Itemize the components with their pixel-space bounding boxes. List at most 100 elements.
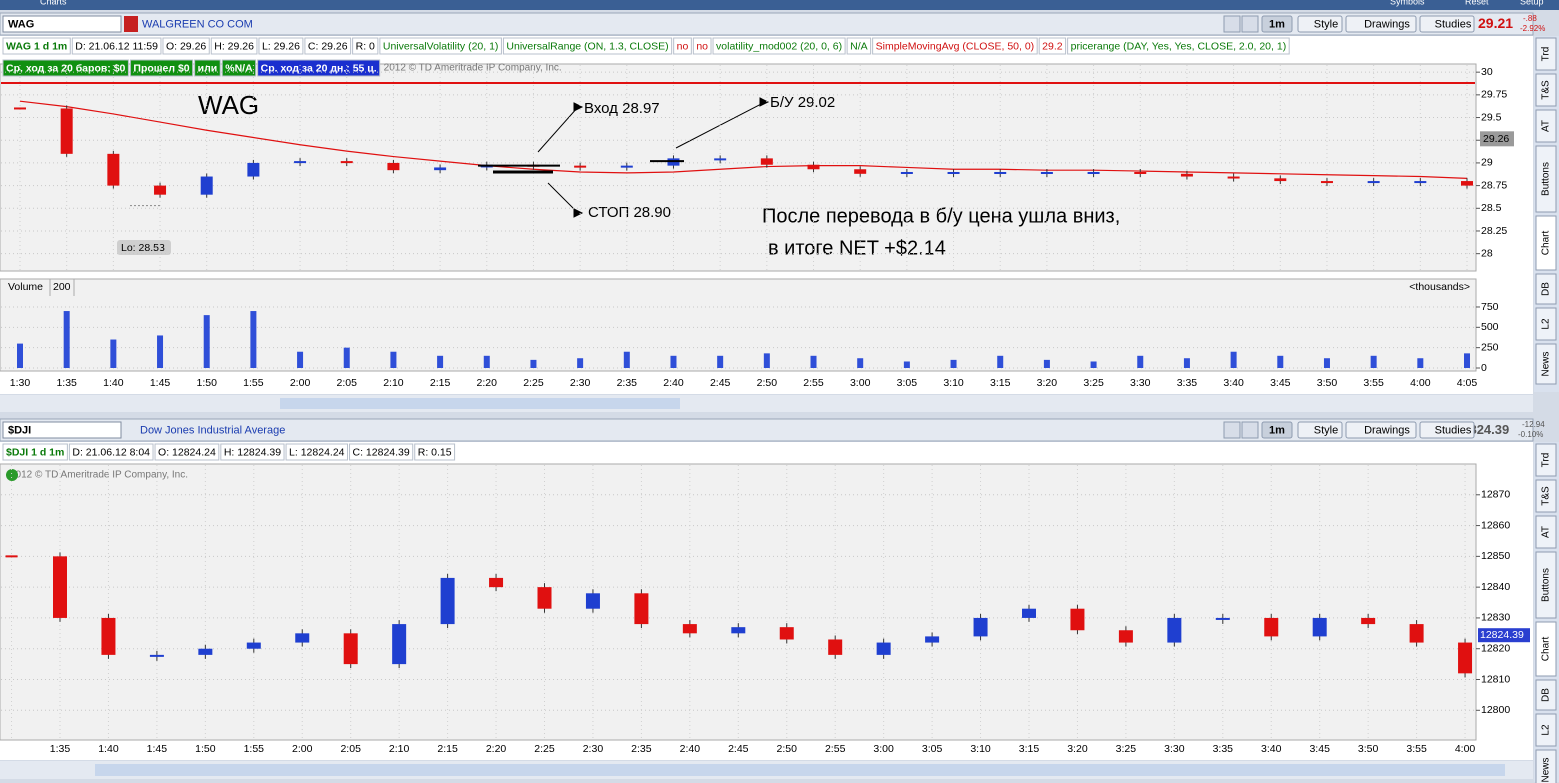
chart-symbol-label: WAG [198, 90, 259, 120]
volume-bar [250, 311, 257, 368]
side-tab-label[interactable]: News [1541, 757, 1552, 782]
top-tab[interactable]: Reset [1465, 0, 1489, 6]
info-chip-label: volatility_mod002 (20, 0, 6) [716, 40, 842, 52]
side-tab-label[interactable]: Chart [1541, 637, 1552, 662]
side-tab[interactable] [1535, 679, 1557, 711]
volume-bar [950, 359, 957, 368]
x-tick-label: 2:40 [680, 743, 701, 755]
toolbar-button-label[interactable]: Studies [1435, 18, 1472, 30]
candle [731, 627, 746, 634]
side-tab-label[interactable]: T&S [1541, 80, 1552, 100]
x-tick-label: 3:20 [1037, 377, 1058, 389]
side-tab[interactable] [1535, 621, 1557, 677]
toolbar-button[interactable] [1261, 421, 1293, 439]
side-tab-label[interactable]: L2 [1541, 724, 1552, 736]
side-tab-label[interactable]: Buttons [1541, 568, 1552, 602]
candle [1414, 181, 1427, 184]
side-tab[interactable] [1535, 713, 1557, 747]
y-tick-label: 12820 [1481, 643, 1510, 655]
symbol: WAG [8, 18, 34, 30]
candle [1274, 178, 1287, 182]
info-chip [846, 37, 872, 55]
side-tab[interactable] [1535, 109, 1557, 143]
side-tab-label[interactable]: Trd [1541, 47, 1552, 62]
side-tab-label[interactable]: News [1541, 351, 1552, 376]
toolbar-button-label[interactable]: Style [1314, 18, 1338, 30]
scrollbar[interactable] [0, 395, 1533, 412]
side-tab-label[interactable]: Trd [1541, 453, 1552, 468]
side-tab-label[interactable]: Buttons [1541, 162, 1552, 196]
symbol-box[interactable] [2, 15, 122, 33]
side-tab[interactable] [1535, 749, 1557, 783]
toolbar-button-label[interactable]: 1m [1269, 18, 1285, 30]
side-tab[interactable] [1535, 343, 1557, 385]
company: Dow Jones Industrial Average [140, 424, 285, 436]
side-tab-label[interactable]: AT [1541, 526, 1552, 538]
info-chip-label: или [198, 62, 218, 74]
toolbar-button-label[interactable]: Studies [1435, 424, 1472, 436]
side-tab[interactable] [1535, 73, 1557, 107]
tool-icon[interactable] [1241, 15, 1259, 33]
side-tab[interactable] [1535, 215, 1557, 271]
toolbar-button[interactable] [1261, 15, 1293, 33]
info-chip [1038, 37, 1067, 55]
scroll-thumb[interactable] [95, 764, 1505, 776]
side-tab[interactable] [1535, 551, 1557, 619]
side-tab-label[interactable]: Chart [1541, 231, 1552, 256]
side-tab-label[interactable]: DB [1541, 688, 1552, 702]
toolbar-button-label[interactable]: 1m [1269, 424, 1285, 436]
info-chip-label: Ср. ход за 20 баров: $0 [6, 62, 126, 74]
toolbar-button[interactable] [1345, 421, 1417, 439]
side-tab[interactable] [1535, 479, 1557, 513]
toolbar-button[interactable] [1419, 421, 1475, 439]
toolbar-button[interactable] [1297, 15, 1343, 33]
side-tab[interactable] [1535, 273, 1557, 305]
info-icon[interactable] [6, 469, 18, 481]
low-label: Lo: 28.53 [121, 242, 165, 254]
info-chip-label: L: 12824.24 [289, 446, 345, 458]
link-icon[interactable] [124, 16, 138, 32]
toolbar-button-label[interactable]: Drawings [1364, 18, 1410, 30]
tool-icon[interactable] [1241, 421, 1259, 439]
side-tab[interactable] [1535, 145, 1557, 213]
toolbar-button-label[interactable]: Style [1314, 424, 1338, 436]
info-chip-label: no [696, 40, 708, 52]
x-tick-label: 2:50 [777, 743, 798, 755]
tool-icon[interactable] [1223, 15, 1241, 33]
copyright: 2012 © TD Ameritrade IP Company, Inc. [384, 63, 562, 74]
x-tick-label: 3:25 [1083, 377, 1104, 389]
top-tab[interactable]: Symbols [1390, 0, 1425, 6]
x-tick-label: 3:10 [970, 743, 991, 755]
top-tab[interactable]: Setup [1520, 0, 1544, 6]
scroll-thumb[interactable] [280, 398, 680, 409]
side-tab-label[interactable]: L2 [1541, 318, 1552, 330]
toolbar-button-label[interactable]: Drawings [1364, 424, 1410, 436]
top-tab[interactable]: Charts [40, 0, 67, 6]
side-tab[interactable] [1535, 515, 1557, 549]
toolbar-button[interactable] [1345, 15, 1417, 33]
side-tab[interactable] [1535, 443, 1557, 477]
tool-icon[interactable] [1223, 421, 1241, 439]
y-tick-label: 500 [1481, 321, 1499, 333]
volume-bar [857, 358, 864, 368]
side-tab[interactable] [1535, 307, 1557, 341]
symbol-box[interactable] [2, 421, 122, 439]
info-chip-label: D: 21.06.12 11:59 [75, 40, 158, 52]
candle [925, 636, 940, 643]
side-tab-label[interactable]: T&S [1541, 486, 1552, 506]
candle [1070, 608, 1085, 631]
info-chip [2, 443, 68, 461]
candle [53, 556, 67, 618]
candle [247, 162, 260, 177]
x-tick-label: 2:10 [383, 377, 404, 389]
x-tick-label: 3:15 [990, 377, 1011, 389]
toolbar-button[interactable] [1297, 421, 1343, 439]
side-tab-label[interactable]: DB [1541, 282, 1552, 296]
side-tab-label[interactable]: AT [1541, 120, 1552, 132]
x-tick-label: 2:00 [292, 743, 313, 755]
side-tab[interactable] [1535, 37, 1557, 71]
volume-bar [297, 351, 304, 368]
toolbar-button[interactable] [1419, 15, 1475, 33]
candle [246, 642, 261, 649]
